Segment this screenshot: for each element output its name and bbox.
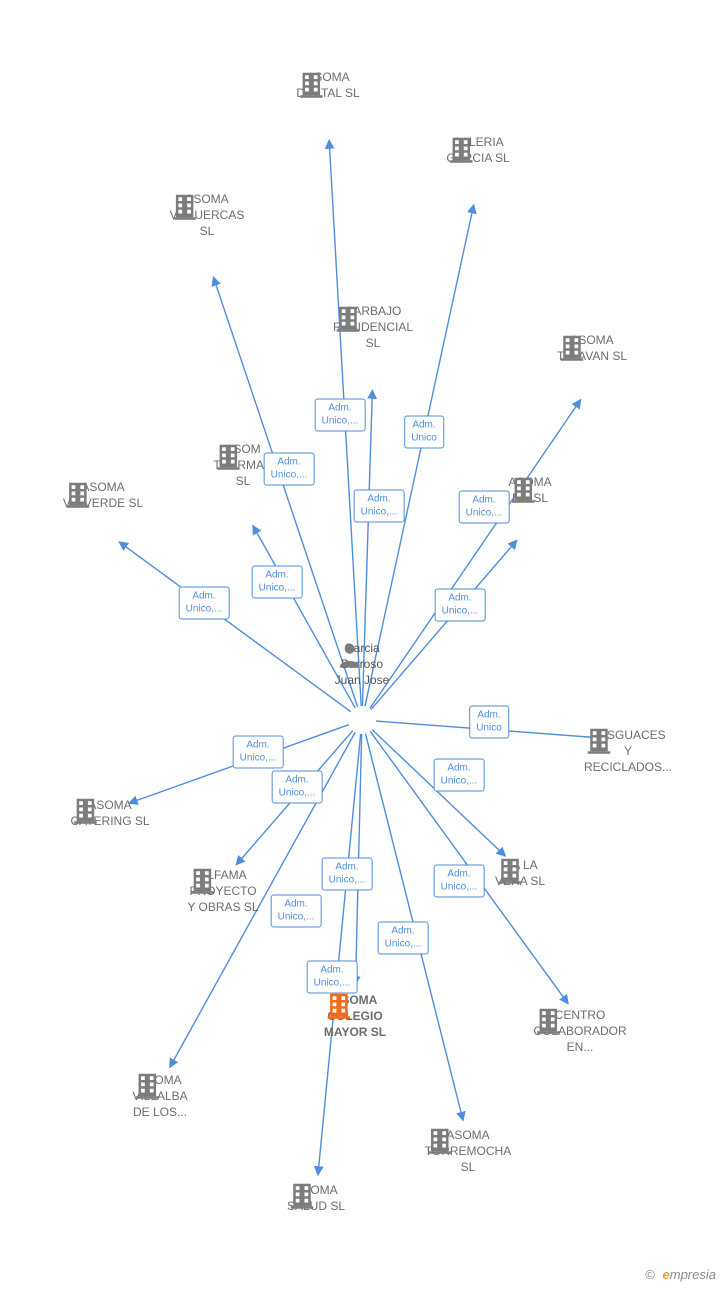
edge-asoma-villalba — [170, 732, 356, 1067]
edge-carbajo — [362, 390, 372, 706]
edge-asoma-villuercas — [213, 277, 357, 707]
edge-asoma-valverde — [119, 542, 351, 712]
edge-asoma-salud — [318, 734, 361, 1175]
edge-asoma-digital — [329, 140, 361, 706]
watermark: © empresia — [645, 1267, 716, 1282]
edge-asoma-talavan — [370, 400, 581, 709]
copyright-symbol: © — [645, 1267, 655, 1282]
edge-desguaces — [376, 721, 608, 738]
edge-alfama — [236, 731, 353, 865]
brand-logo-rest: mpresia — [670, 1267, 716, 1282]
network-canvas — [0, 0, 728, 1290]
edge-asoma-no — [371, 540, 517, 709]
edge-asoma-thermah — [253, 525, 355, 707]
edge-caleria-garcia — [365, 205, 474, 707]
brand-logo-letter: e — [663, 1267, 670, 1282]
edge-asoma-catering — [129, 725, 349, 804]
